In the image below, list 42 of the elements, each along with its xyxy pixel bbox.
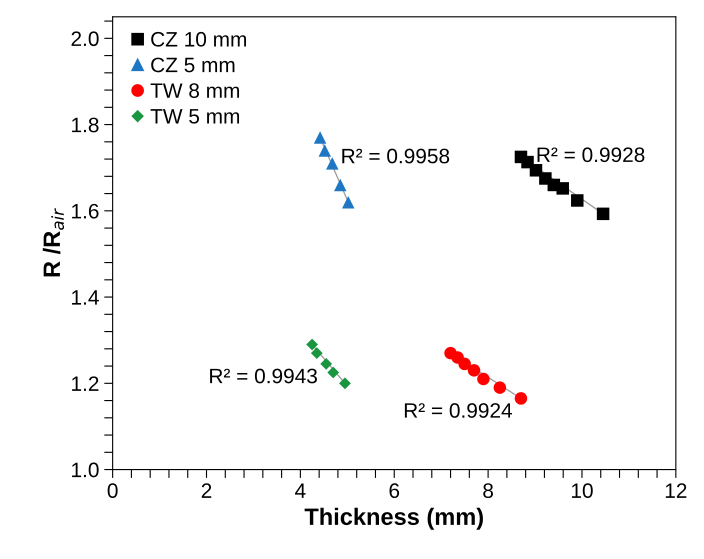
point <box>530 164 542 177</box>
point <box>327 366 340 378</box>
point <box>318 144 332 157</box>
point <box>458 358 471 370</box>
legend-label: TW 5 mm <box>150 109 240 124</box>
x-tick-label: 4 <box>295 484 306 498</box>
point <box>334 178 347 192</box>
annotation: R² = 0.9943 <box>210 368 317 384</box>
point <box>514 392 528 405</box>
x-tick-label: 10 <box>572 483 593 498</box>
x-tick-label: 2 <box>202 483 212 498</box>
y-tick-label: 1.2 <box>72 376 98 391</box>
point <box>314 131 326 144</box>
x-tick-label: 6 <box>390 483 400 498</box>
x-axis-title: Thickness (mm) <box>304 508 483 530</box>
legend-label: TW 8 mm <box>150 83 240 98</box>
point <box>468 364 480 377</box>
point <box>320 358 332 370</box>
point <box>310 347 323 360</box>
x-tick-label: 8 <box>483 483 493 498</box>
annotation: R² = 0.9928 <box>538 147 644 162</box>
y-tick-label: 1.0 <box>72 462 99 478</box>
y-tick-label: 2.0 <box>72 31 99 46</box>
annotation: R² = 0.9958 <box>342 148 450 164</box>
annotation: R² = 0.9924 <box>404 403 512 418</box>
point <box>326 157 339 170</box>
y-tick-label: 1.8 <box>72 118 99 132</box>
point <box>342 196 354 208</box>
point <box>339 377 351 390</box>
point <box>556 182 569 195</box>
y-tick-label: 1.6 <box>72 204 99 219</box>
point <box>477 372 490 386</box>
y-tick-label: 1.4 <box>72 290 99 305</box>
x-tick-label: 12 <box>666 483 686 498</box>
point <box>571 194 584 207</box>
y-axis-title: R /R$_{air}$ <box>42 208 64 276</box>
point <box>306 338 318 350</box>
x-tick-label: 0 <box>108 483 118 498</box>
legend-label: CZ 10 mm <box>151 32 246 47</box>
legend-label: CZ 5 mm <box>151 58 234 72</box>
point <box>494 381 506 394</box>
point <box>596 208 610 220</box>
